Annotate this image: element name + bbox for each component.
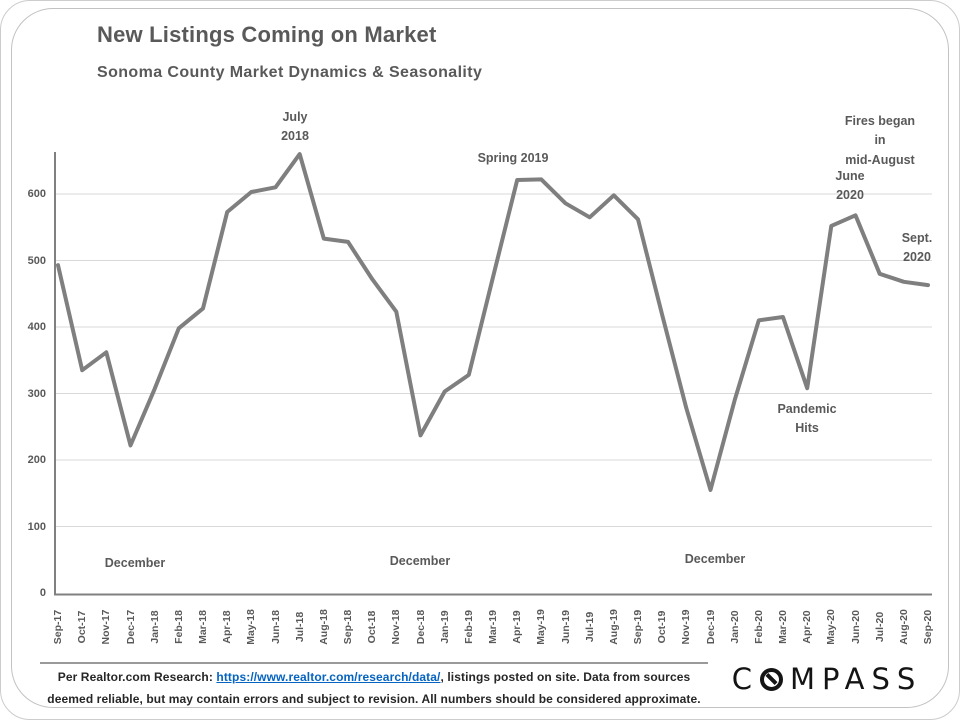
x-axis-label: Jun-18 [269, 610, 282, 644]
footer-prefix: Per Realtor.com Research: [57, 670, 217, 684]
x-axis-label: May-18 [245, 609, 258, 645]
compass-o-needle-icon [759, 667, 783, 691]
x-axis-label: Jan-20 [728, 610, 741, 644]
y-axis-label: 100 [27, 520, 46, 533]
page-title: New Listings Coming on Market [97, 22, 437, 47]
realtor-research-link[interactable]: https://www.realtor.com/research/data/ [216, 670, 441, 684]
data-series-line [56, 152, 930, 492]
page-subtitle: Sonoma County Market Dynamics & Seasonal… [97, 64, 483, 81]
x-axis-label: Feb-20 [752, 610, 765, 644]
x-axis-label: Aug-18 [317, 609, 330, 645]
x-axis-label: Nov-17 [100, 609, 113, 645]
footer-divider [40, 662, 708, 664]
x-axis-label: Nov-18 [390, 609, 403, 645]
y-axis-label: 400 [27, 321, 46, 333]
x-axis-label: Mar-20 [777, 610, 789, 644]
x-axis-label: Dec-18 [414, 609, 427, 645]
x-axis-label: Oct-18 [366, 610, 379, 644]
x-axis-label: Mar-19 [487, 610, 499, 644]
annotation-june-2020: June 2020 [835, 169, 865, 203]
x-axis-label: Feb-19 [462, 610, 475, 644]
compass-logo-text-after: MPASS [789, 662, 923, 696]
y-axis-label: 500 [27, 254, 46, 267]
x-axis-label: Aug-20 [897, 609, 910, 645]
compass-logo-text-before: C [731, 662, 759, 696]
x-axis-label: Sep-17 [52, 609, 64, 645]
x-axis-label: Jan-18 [148, 610, 161, 644]
x-axis-label: Jan-19 [438, 610, 451, 644]
x-axis-label: Dec-19 [704, 609, 717, 645]
annotation-december-2019: December [684, 552, 746, 566]
x-axis-label: Jun-20 [849, 610, 862, 644]
annotation-sept-2020: Sept. 2020 [901, 231, 933, 265]
x-axis-label: Jul-19 [583, 611, 596, 643]
y-axis-label: 300 [27, 387, 46, 400]
x-axis-label: Sep-19 [632, 609, 644, 645]
x-axis-label: May-20 [825, 609, 838, 645]
annotation-july-2018: July 2018 [281, 110, 309, 144]
annotation-pandemic-hits: Pandemic Hits [777, 402, 837, 436]
x-axis-label: Sep-18 [342, 609, 354, 645]
x-axis-label: Dec-17 [124, 609, 137, 645]
x-axis-label: Apr-18 [221, 610, 234, 644]
x-axis-label: Oct-17 [76, 610, 89, 644]
x-axis-label: Apr-20 [801, 610, 814, 644]
y-axis-label: 600 [27, 188, 46, 200]
x-axis-label: Sep-20 [922, 609, 934, 645]
x-axis-label: Jul-18 [293, 611, 306, 643]
x-axis-label: Jun-19 [559, 610, 572, 644]
x-axis-label: Apr-19 [511, 610, 524, 644]
x-axis-label: Jul-20 [873, 611, 886, 643]
x-axis-label: Aug-19 [607, 609, 620, 645]
annotation-december-2018: December [389, 554, 451, 568]
footer-line2: deemed reliable, but may contain errors … [47, 692, 701, 706]
annotation-spring-2019: Spring 2019 [477, 151, 549, 165]
footer-after-link: , listings posted on site. Data from sou… [440, 670, 691, 684]
x-axis-label: Nov-19 [680, 609, 693, 645]
x-axis-label: May-19 [535, 609, 548, 645]
y-axis-label: 200 [27, 454, 46, 466]
compass-logo: C MPASS [722, 660, 932, 698]
footer-note: Per Realtor.com Research: https://www.re… [40, 666, 708, 710]
y-axis-label: 0 [39, 587, 46, 599]
annotation-december-2017: December [104, 556, 166, 570]
x-axis-label: Mar-18 [197, 610, 209, 644]
x-axis-label: Feb-18 [172, 610, 185, 644]
x-axis-label: Oct-19 [656, 610, 669, 644]
annotation-fires-began-mid-august: Fires began in mid-August [844, 114, 916, 167]
